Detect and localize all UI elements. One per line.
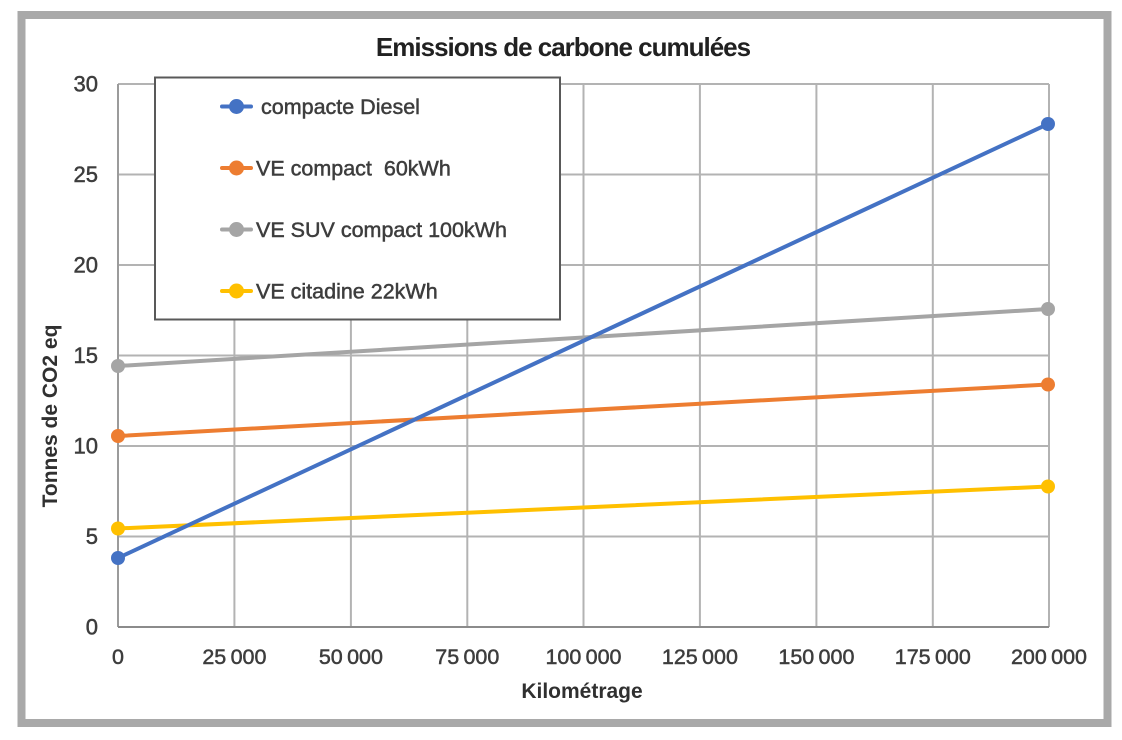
svg-text:100 000: 100 000 xyxy=(545,645,621,669)
svg-text:Emissions de carbone cumulées: Emissions de carbone cumulées xyxy=(376,32,751,62)
svg-text:50 000: 50 000 xyxy=(319,645,383,669)
svg-text:5: 5 xyxy=(86,524,98,549)
svg-text:175 000: 175 000 xyxy=(895,645,971,669)
svg-text:15: 15 xyxy=(74,343,98,368)
svg-text:200 000: 200 000 xyxy=(1011,645,1087,669)
svg-text:Tonnes de CO2 eq: Tonnes de CO2 eq xyxy=(39,325,62,508)
svg-text:30: 30 xyxy=(74,72,98,97)
svg-text:Kilométrage: Kilométrage xyxy=(521,680,642,703)
svg-text:VE citadine 22kWh: VE citadine 22kWh xyxy=(256,280,438,304)
svg-text:VE compact 60kWh: VE compact 60kWh xyxy=(256,157,451,181)
svg-text:0: 0 xyxy=(86,615,98,640)
svg-text:150 000: 150 000 xyxy=(778,645,854,669)
svg-text:0: 0 xyxy=(112,645,124,669)
svg-text:compacte Diesel: compacte Diesel xyxy=(261,95,420,119)
svg-text:10: 10 xyxy=(74,434,98,459)
svg-text:20: 20 xyxy=(74,253,98,278)
svg-text:75 000: 75 000 xyxy=(435,645,499,669)
svg-text:25: 25 xyxy=(74,162,98,187)
svg-text:VE SUV compact 100kWh: VE SUV compact 100kWh xyxy=(256,218,507,242)
svg-text:125 000: 125 000 xyxy=(662,645,738,669)
svg-text:25 000: 25 000 xyxy=(202,645,266,669)
